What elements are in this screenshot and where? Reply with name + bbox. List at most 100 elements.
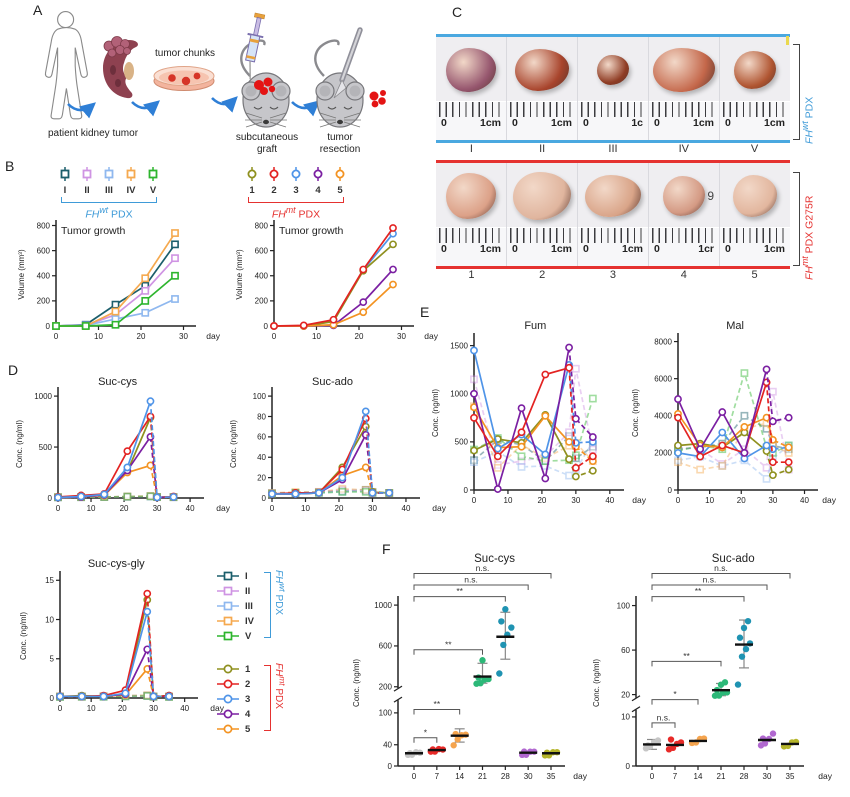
bracket-fhmt xyxy=(793,172,800,266)
series-marker-icon xyxy=(217,679,239,689)
ruler: 0 1cm xyxy=(436,228,506,266)
ruler: 0 1cm xyxy=(720,228,790,266)
svg-text:day: day xyxy=(573,771,587,781)
caption-tumor-chunks: tumor chunks xyxy=(154,48,216,59)
series-3 xyxy=(54,397,178,502)
chart-tumor-growth-mt: 0 200 400 600 800 0 10 20 30 day Volume (mm³) Tumor… xyxy=(232,213,440,350)
legend-group-bracket xyxy=(248,197,344,203)
legend-item-IV: IV xyxy=(216,615,254,627)
svg-text:20: 20 xyxy=(118,704,127,713)
series-3 xyxy=(56,607,173,701)
dot-group-day-0 xyxy=(642,737,662,752)
dot-group-day-28 xyxy=(734,617,754,688)
legend-item-II: II xyxy=(216,585,250,597)
syringe-icon xyxy=(245,12,266,80)
series-1 xyxy=(56,595,173,701)
svg-text:28: 28 xyxy=(740,772,749,781)
tumor-specimen xyxy=(597,55,629,86)
svg-text:10: 10 xyxy=(94,332,103,341)
legend-group-label: FHmt PDX xyxy=(271,205,321,221)
dot-group-day-14 xyxy=(450,728,469,749)
svg-text:1000: 1000 xyxy=(450,390,468,399)
series-3 xyxy=(270,229,397,330)
svg-text:600: 600 xyxy=(379,642,393,651)
svg-text:28: 28 xyxy=(501,772,510,781)
legend-fhwt-pdx: I II III IV V FHwt PDX xyxy=(56,166,162,221)
svg-text:5: 5 xyxy=(50,655,55,664)
ruler-ticks xyxy=(439,102,503,117)
ruler-end-label: 1cm xyxy=(621,243,643,255)
svg-text:40: 40 xyxy=(383,741,392,750)
legend-item-label: 4 xyxy=(245,708,251,720)
legend-group-bracket xyxy=(264,572,271,638)
svg-text:Suc-ado: Suc-ado xyxy=(312,376,353,388)
panel-label-e: E xyxy=(420,304,430,320)
dot-group-day-21 xyxy=(711,679,731,699)
legend-item-5: 5 xyxy=(216,723,250,735)
tumor-photo-cell-2: 0 1cm xyxy=(506,163,577,266)
petri-dish-icon xyxy=(153,66,215,91)
chart-suc-cys-gly: 0 5 10 15 0 10 20 30 40 day Conc. (ng/ml) Suc-cys-g… xyxy=(16,556,226,724)
d_succys-svg: 0 500 1000 0 10 20 30 40 day Conc. (ng/ml) Suc-cys xyxy=(15,376,231,513)
svg-text:30: 30 xyxy=(768,496,777,505)
ruler-end-label: 1cm xyxy=(692,117,714,129)
svg-text:Mal: Mal xyxy=(726,320,744,332)
legend-item-label: 5 xyxy=(245,723,251,735)
label-fhmt-pdx-g275r: FHmt PDX G275R xyxy=(800,195,816,280)
svg-text:600: 600 xyxy=(37,246,51,255)
ruler-end-label: 1cm xyxy=(763,117,785,129)
svg-text:0: 0 xyxy=(56,504,61,513)
legend-item-label: 3 xyxy=(293,185,299,196)
tumor-photo-cell-1: 0 1cm xyxy=(436,163,506,266)
tumor-icon xyxy=(103,36,131,58)
svg-text:40: 40 xyxy=(605,496,614,505)
legend-item-V: V xyxy=(144,166,162,196)
ruler-zero-label: 0 xyxy=(441,117,447,129)
yellow-mark xyxy=(786,36,789,45)
legend-item-label: I xyxy=(63,185,67,196)
tumor-specimen xyxy=(446,48,496,93)
svg-text:0: 0 xyxy=(464,486,469,495)
svg-text:15: 15 xyxy=(45,576,54,585)
ruler-ticks xyxy=(439,228,503,243)
tumor-photo xyxy=(507,37,577,101)
svg-text:20: 20 xyxy=(335,504,344,513)
tumor-specimen xyxy=(733,175,777,218)
ruler-end-label: 1cm xyxy=(763,243,785,255)
series-marker-icon xyxy=(126,167,136,181)
svg-text:30: 30 xyxy=(524,772,533,781)
svg-text:30: 30 xyxy=(397,332,406,341)
svg-text:40: 40 xyxy=(180,704,189,713)
panel-label-b: B xyxy=(5,158,15,174)
svg-text:0: 0 xyxy=(272,332,277,341)
svg-text:40: 40 xyxy=(800,496,809,505)
series-3 xyxy=(268,407,394,498)
svg-text:day: day xyxy=(818,771,832,781)
svg-text:30: 30 xyxy=(153,504,162,513)
ruler-end-label: 1cr xyxy=(698,243,714,255)
svg-text:day: day xyxy=(206,331,220,341)
panel-label-a: A xyxy=(33,2,43,18)
caption-tumor-resection: tumor resection xyxy=(319,132,361,155)
mouse-graft-icon xyxy=(240,39,291,128)
svg-text:10: 10 xyxy=(301,504,310,513)
panel-a-schematic xyxy=(44,11,386,128)
photo-label: 1 xyxy=(468,269,475,281)
tumor-specimen xyxy=(663,176,705,217)
svg-text:Conc. (ng/ml): Conc. (ng/ml) xyxy=(431,389,440,437)
e_mal-svg: 0 2000 4000 6000 8000 0 10 20 30 40 day Conc. (ng/m… xyxy=(631,320,837,505)
series-2 xyxy=(54,412,178,502)
mouse-resection-icon xyxy=(314,27,386,128)
dot-group-day-30 xyxy=(757,730,777,749)
svg-text:0: 0 xyxy=(264,322,269,331)
series-marker-icon xyxy=(217,616,239,626)
chart-suc-ado: 0 20 40 60 80 100 0 10 20 30 40 day Conc. (ng/ml) Suc… xyxy=(226,374,448,522)
svg-text:n.s.: n.s. xyxy=(464,575,478,585)
legend-item-1: 1 xyxy=(243,166,261,196)
ruler-zero-label: 0 xyxy=(583,243,589,255)
svg-text:40: 40 xyxy=(186,504,195,513)
photo-label: 2 xyxy=(539,269,546,281)
svg-text:800: 800 xyxy=(37,221,51,230)
svg-text:0: 0 xyxy=(58,704,63,713)
legend-item-label: 5 xyxy=(337,185,343,196)
